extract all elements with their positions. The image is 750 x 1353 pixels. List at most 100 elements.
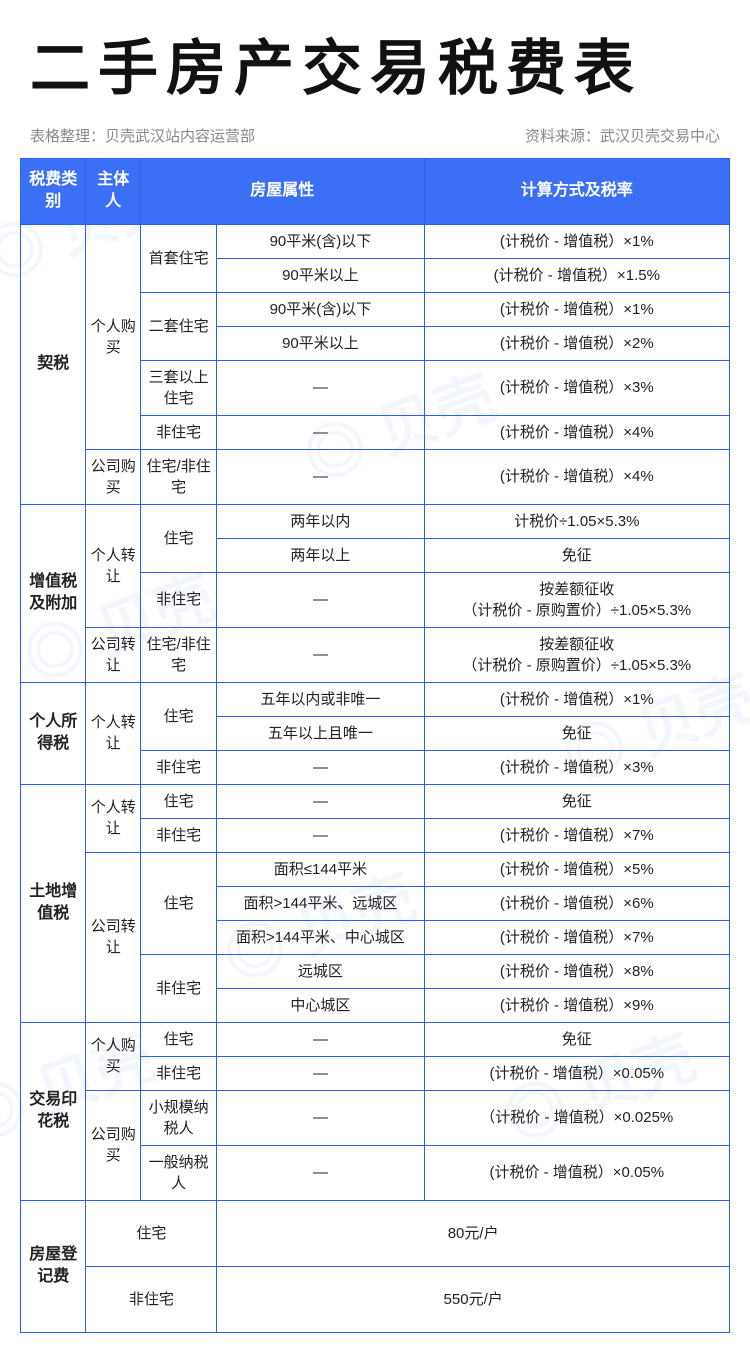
calc: 免征 <box>424 1022 729 1056</box>
subj: 公司转让 <box>86 852 141 1022</box>
table-row: 土地增值税 个人转让 住宅 — 免征 <box>21 784 730 818</box>
cat-qishui: 契税 <box>21 224 86 504</box>
cat-tudi: 土地增值税 <box>21 784 86 1022</box>
table-row: 房屋登记费 住宅 80元/户 <box>21 1200 730 1266</box>
subj: 个人转让 <box>86 682 141 784</box>
calc: 免征 <box>424 716 729 750</box>
cat-dengji: 房屋登记费 <box>21 1200 86 1332</box>
subj: 个人购买 <box>86 1022 141 1090</box>
prop: 住宅 <box>140 784 216 818</box>
prop: 非住宅 <box>86 1266 217 1332</box>
attr: 90平米(含)以下 <box>217 292 424 326</box>
calc: (计税价 - 增值税）×1% <box>424 682 729 716</box>
calc: (计税价 - 增值税）×4% <box>424 449 729 504</box>
prop: 住宅/非住宅 <box>140 449 216 504</box>
attr: — <box>217 415 424 449</box>
prop: 非住宅 <box>140 954 216 1022</box>
attr: 远城区 <box>217 954 424 988</box>
calc: (计税价 - 增值税）×1% <box>424 292 729 326</box>
sub-right: 资料来源：武汉贝壳交易中心 <box>525 125 720 146</box>
prop: 住宅 <box>86 1200 217 1266</box>
th-subject: 主体人 <box>86 159 141 225</box>
table-row: 公司转让 住宅/非住宅 — 按差额征收（计税价 - 原购置价）÷1.05×5.3… <box>21 627 730 682</box>
attr: — <box>217 627 424 682</box>
table-row: 公司购买 住宅/非住宅 — (计税价 - 增值税）×4% <box>21 449 730 504</box>
table-row: 个人所得税 个人转让 住宅 五年以内或非唯一 (计税价 - 增值税）×1% <box>21 682 730 716</box>
calc: (计税价 - 增值税）×8% <box>424 954 729 988</box>
calc: (计税价 - 增值税）×7% <box>424 920 729 954</box>
cat-geren: 个人所得税 <box>21 682 86 784</box>
calc: (计税价 - 增值税）×1.5% <box>424 258 729 292</box>
calc: (计税价 - 增值税）×6% <box>424 886 729 920</box>
calc: (计税价 - 增值税）×1% <box>424 224 729 258</box>
prop: 非住宅 <box>140 1056 216 1090</box>
subj: 公司购买 <box>86 449 141 504</box>
subj: 个人转让 <box>86 504 141 627</box>
prop: 住宅 <box>140 682 216 750</box>
attr: 面积>144平米、远城区 <box>217 886 424 920</box>
attr: 五年以内或非唯一 <box>217 682 424 716</box>
calc: (计税价 - 增值税）×9% <box>424 988 729 1022</box>
subj: 个人购买 <box>86 224 141 449</box>
table-row: 公司转让 住宅 面积≤144平米 (计税价 - 增值税）×5% <box>21 852 730 886</box>
attr: — <box>217 784 424 818</box>
calc: 计税价÷1.05×5.3% <box>424 504 729 538</box>
prop: 住宅/非住宅 <box>140 627 216 682</box>
calc: 80元/户 <box>217 1200 730 1266</box>
sub-bar: 表格整理：贝壳武汉站内容运营部 资料来源：武汉贝壳交易中心 <box>0 117 750 158</box>
prop: 非住宅 <box>140 750 216 784</box>
calc: (计税价 - 增值税）×5% <box>424 852 729 886</box>
attr: 两年以内 <box>217 504 424 538</box>
calc: (计税价 - 增值税）×3% <box>424 360 729 415</box>
attr: — <box>217 1022 424 1056</box>
subj: 个人转让 <box>86 784 141 852</box>
tax-table: 税费类别 主体人 房屋属性 计算方式及税率 契税 个人购买 首套住宅 90平米(… <box>20 158 730 1333</box>
table-row: 契税 个人购买 首套住宅 90平米(含)以下 (计税价 - 增值税）×1% <box>21 224 730 258</box>
th-category: 税费类别 <box>21 159 86 225</box>
attr: — <box>217 1145 424 1200</box>
calc: (计税价 - 增值税）×3% <box>424 750 729 784</box>
table-row: 非住宅 550元/户 <box>21 1266 730 1332</box>
attr: 90平米(含)以下 <box>217 224 424 258</box>
calc: 550元/户 <box>217 1266 730 1332</box>
calc: (计税价 - 增值税）×4% <box>424 415 729 449</box>
attr: 中心城区 <box>217 988 424 1022</box>
calc: （计税价 - 增值税）×0.025% <box>424 1090 729 1145</box>
prop: 非住宅 <box>140 415 216 449</box>
sub-left: 表格整理：贝壳武汉站内容运营部 <box>30 125 255 146</box>
attr: — <box>217 572 424 627</box>
th-property: 房屋属性 <box>140 159 424 225</box>
attr: 两年以上 <box>217 538 424 572</box>
cat-yinhua: 交易印花税 <box>21 1022 86 1200</box>
th-calc: 计算方式及税率 <box>424 159 729 225</box>
calc: 按差额征收（计税价 - 原购置价）÷1.05×5.3% <box>424 627 729 682</box>
prop: 住宅 <box>140 1022 216 1056</box>
attr: 五年以上且唯一 <box>217 716 424 750</box>
attr: — <box>217 750 424 784</box>
prop: 非住宅 <box>140 572 216 627</box>
prop: 住宅 <box>140 852 216 954</box>
calc: (计税价 - 增值税）×2% <box>424 326 729 360</box>
attr: 面积≤144平米 <box>217 852 424 886</box>
attr: — <box>217 1090 424 1145</box>
attr: 90平米以上 <box>217 258 424 292</box>
subj: 公司购买 <box>86 1090 141 1200</box>
prop: 一般纳税人 <box>140 1145 216 1200</box>
attr: 面积>144平米、中心城区 <box>217 920 424 954</box>
prop: 首套住宅 <box>140 224 216 292</box>
prop: 二套住宅 <box>140 292 216 360</box>
page-title: 二手房产交易税费表 <box>0 0 750 117</box>
calc: (计税价 - 增值税）×7% <box>424 818 729 852</box>
table-row: 公司购买 小规模纳税人 — （计税价 - 增值税）×0.025% <box>21 1090 730 1145</box>
table-header-row: 税费类别 主体人 房屋属性 计算方式及税率 <box>21 159 730 225</box>
calc: 免征 <box>424 784 729 818</box>
prop: 小规模纳税人 <box>140 1090 216 1145</box>
subj: 公司转让 <box>86 627 141 682</box>
table-row: 增值税及附加 个人转让 住宅 两年以内 计税价÷1.05×5.3% <box>21 504 730 538</box>
calc: (计税价 - 增值税）×0.05% <box>424 1145 729 1200</box>
calc: 按差额征收（计税价 - 原购置价）÷1.05×5.3% <box>424 572 729 627</box>
prop: 三套以上住宅 <box>140 360 216 415</box>
prop: 非住宅 <box>140 818 216 852</box>
attr: — <box>217 360 424 415</box>
attr: 90平米以上 <box>217 326 424 360</box>
